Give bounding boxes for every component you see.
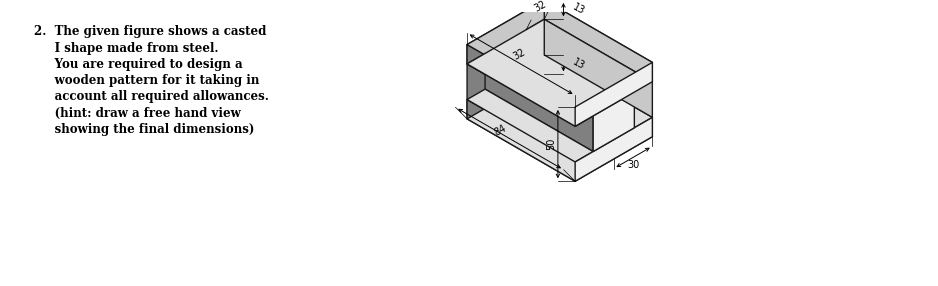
Polygon shape bbox=[467, 53, 593, 126]
Polygon shape bbox=[467, 19, 652, 126]
Polygon shape bbox=[526, 19, 652, 92]
Polygon shape bbox=[544, 55, 652, 137]
Polygon shape bbox=[544, 0, 652, 82]
Polygon shape bbox=[467, 0, 652, 107]
Text: (hint: draw a free hand view: (hint: draw a free hand view bbox=[34, 107, 240, 120]
Polygon shape bbox=[593, 92, 634, 152]
Text: You are required to design a: You are required to design a bbox=[34, 58, 242, 71]
Polygon shape bbox=[467, 0, 544, 119]
Text: 32: 32 bbox=[511, 47, 527, 62]
Polygon shape bbox=[526, 55, 652, 128]
Polygon shape bbox=[467, 100, 575, 181]
Text: 13: 13 bbox=[571, 2, 586, 17]
Polygon shape bbox=[467, 89, 593, 162]
Text: account all required allowances.: account all required allowances. bbox=[34, 90, 268, 104]
Polygon shape bbox=[467, 45, 575, 126]
Text: 2.  The given figure shows a casted: 2. The given figure shows a casted bbox=[34, 25, 266, 38]
Polygon shape bbox=[544, 19, 652, 117]
Text: wooden pattern for it taking in: wooden pattern for it taking in bbox=[34, 74, 259, 87]
Text: 50: 50 bbox=[546, 138, 556, 150]
Polygon shape bbox=[526, 30, 634, 128]
Text: 30: 30 bbox=[627, 160, 639, 170]
Text: I shape made from steel.: I shape made from steel. bbox=[34, 41, 219, 55]
Text: showing the final dimensions): showing the final dimensions) bbox=[34, 123, 254, 136]
Text: 13: 13 bbox=[571, 57, 586, 72]
Polygon shape bbox=[467, 64, 575, 162]
Polygon shape bbox=[575, 62, 652, 126]
Polygon shape bbox=[575, 117, 652, 181]
Text: 32: 32 bbox=[532, 0, 548, 14]
Polygon shape bbox=[467, 74, 652, 181]
Text: 84: 84 bbox=[492, 124, 507, 138]
Polygon shape bbox=[485, 53, 593, 152]
